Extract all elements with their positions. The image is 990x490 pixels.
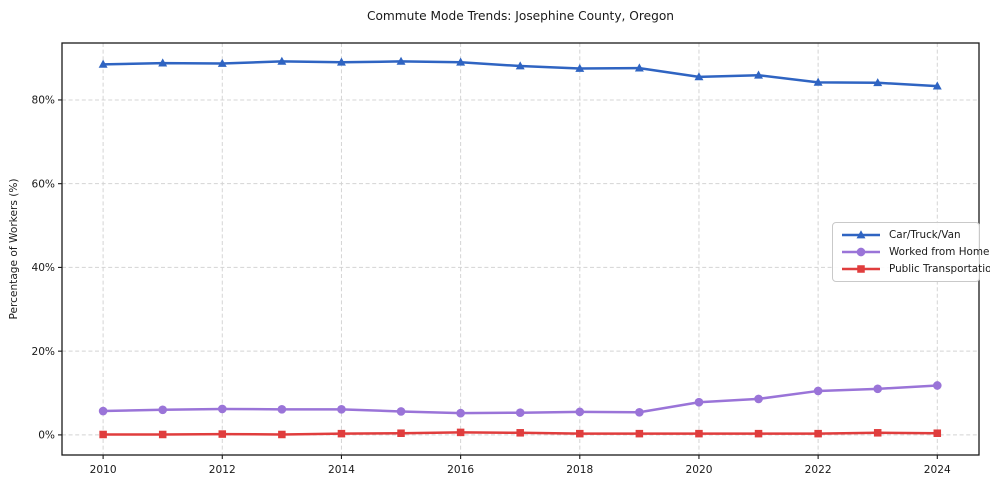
triangle-up-marker <box>217 58 227 67</box>
legend-item-car-truck-van: Car/Truck/Van <box>840 227 972 242</box>
public-transportation-line-marker-icon <box>842 265 880 274</box>
square-marker <box>397 429 405 437</box>
square-marker <box>635 429 644 438</box>
triangle-up-marker <box>277 56 287 65</box>
triangle-up-marker <box>158 58 168 67</box>
y-tick-label: 0% <box>38 430 55 442</box>
triangle-up-marker <box>98 59 108 68</box>
y-tick-label: 60% <box>31 178 55 190</box>
x-tick-label: 2018 <box>566 464 593 476</box>
square-marker <box>857 265 865 274</box>
square-marker <box>337 429 346 438</box>
x-tick-label: 2010 <box>90 464 117 476</box>
square-marker <box>516 429 524 437</box>
triangle-up-marker <box>873 78 883 87</box>
triangle-up-marker <box>932 81 942 90</box>
square-marker <box>99 430 107 439</box>
circle-marker <box>396 407 406 416</box>
x-tick-label: 2016 <box>447 464 474 476</box>
circle-marker <box>98 406 108 416</box>
y-tick-label: 40% <box>31 262 55 274</box>
circle-marker <box>813 386 823 396</box>
x-tick-label: 2024 <box>924 464 951 476</box>
square-marker <box>814 429 822 438</box>
square-marker <box>218 430 227 438</box>
triangle-up-marker <box>813 77 823 86</box>
x-tick-label: 2020 <box>685 464 712 476</box>
triangle-up-marker <box>634 63 644 72</box>
triangle-up-marker <box>396 56 406 65</box>
x-tick-label: 2012 <box>209 464 236 476</box>
legend-item-public-transportation: Public Transportation <box>840 262 990 277</box>
chart-title: Commute Mode Trends: Josephine County, O… <box>366 9 675 23</box>
circle-marker <box>694 397 704 407</box>
triangle-up-marker <box>856 229 866 239</box>
circle-marker <box>635 407 644 417</box>
square-marker <box>278 430 286 439</box>
x-tick-label: 2014 <box>328 464 355 476</box>
worked-from-home-line-marker-icon <box>842 247 880 257</box>
circle-marker <box>515 408 525 418</box>
triangle-up-marker <box>575 63 585 72</box>
triangle-up-marker <box>515 61 525 70</box>
triangle-up-marker <box>336 57 346 66</box>
circle-marker <box>337 405 346 414</box>
circle-marker <box>856 247 866 257</box>
x-tick-label: 2022 <box>805 464 832 476</box>
triangle-up-marker <box>754 70 764 79</box>
circle-marker <box>217 404 227 414</box>
legend-item-worked-from-home: Worked from Home <box>840 244 989 259</box>
circle-marker <box>873 384 883 394</box>
square-marker <box>695 429 703 438</box>
square-marker <box>754 429 763 438</box>
legend-label: Car/Truck/Van <box>889 228 961 241</box>
y-tick-label: 80% <box>31 95 55 107</box>
circle-marker <box>158 405 168 415</box>
triangle-up-marker <box>456 57 466 66</box>
circle-marker <box>456 408 465 418</box>
square-marker <box>456 428 465 437</box>
legend-label: Worked from Home <box>889 245 990 258</box>
square-marker <box>576 429 584 438</box>
y-tick-label: 20% <box>31 346 55 358</box>
circle-marker <box>754 394 763 404</box>
legend-label: Public Transportation <box>889 263 990 276</box>
triangle-up-marker <box>694 72 704 81</box>
square-marker <box>873 429 882 437</box>
circle-marker <box>932 381 942 390</box>
square-marker <box>158 430 167 439</box>
square-marker <box>933 429 942 437</box>
legend: Car/Truck/Van Worked from Home Public Tr… <box>832 222 990 282</box>
car-truck-van-line-marker-icon <box>842 229 880 239</box>
circle-marker <box>575 407 585 417</box>
circle-marker <box>277 405 287 414</box>
